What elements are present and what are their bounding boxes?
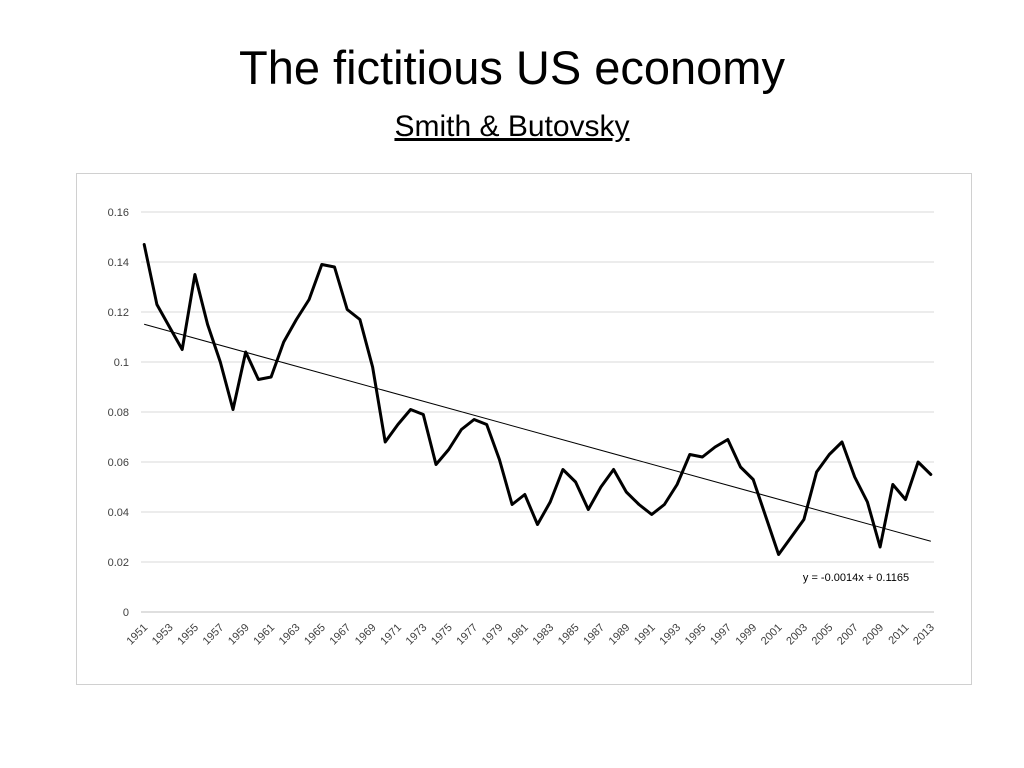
x-tick-label: 2003 — [784, 622, 810, 648]
x-tick-label: 1965 — [302, 622, 328, 648]
x-tick-label: 2001 — [759, 622, 785, 648]
y-tick-label: 0 — [123, 607, 129, 619]
x-tick-label: 1971 — [378, 622, 404, 648]
x-tick-label: 1985 — [556, 622, 582, 648]
x-axis-tick-labels: 1951 1953 1955 1957 1959 1961 1963 1965 1967 1969… — [124, 622, 936, 648]
x-tick-label: 1975 — [429, 622, 455, 648]
x-tick-label: 1987 — [581, 622, 607, 648]
x-tick-label: 1967 — [328, 622, 354, 648]
series-line — [142, 243, 933, 556]
x-tick-label: 1969 — [353, 622, 379, 648]
x-tick-label: 1955 — [175, 622, 201, 648]
y-tick-label: 0.1 — [114, 357, 129, 369]
x-tick-label: 1963 — [277, 622, 303, 648]
x-tick-label: 1953 — [150, 622, 176, 648]
trendline — [144, 323, 931, 542]
x-tick-label: 1983 — [531, 622, 557, 648]
y-tick-label: 0.02 — [108, 557, 129, 569]
x-tick-label: 1995 — [683, 622, 709, 648]
y-tick-label: 0.16 — [108, 207, 129, 219]
y-tick-label: 0.06 — [108, 457, 129, 469]
x-tick-label: 1989 — [607, 622, 633, 648]
x-tick-label: 1973 — [404, 622, 430, 648]
x-tick-label: 2005 — [810, 622, 836, 648]
y-axis-tick-labels: 0 0.02 0.04 0.06 0.08 0.1 0.12 0.14 0.16 — [108, 207, 129, 619]
x-tick-label: 1993 — [657, 622, 683, 648]
y-tick-label: 0.04 — [108, 507, 129, 519]
grid-lines — [141, 211, 934, 613]
x-tick-label: 1957 — [201, 622, 227, 648]
y-tick-label: 0.14 — [108, 257, 129, 269]
x-tick-label: 2011 — [886, 622, 911, 647]
y-tick-label: 0.12 — [108, 307, 129, 319]
x-tick-label: 1981 — [505, 622, 531, 648]
y-tick-label: 0.08 — [108, 407, 129, 419]
trendline-line — [144, 323, 931, 542]
x-tick-label: 1999 — [734, 622, 760, 648]
slide-subtitle: Smith & Butovsky — [394, 110, 630, 143]
data-series — [142, 243, 933, 556]
x-tick-label: 1977 — [454, 622, 480, 648]
x-tick-label: 2007 — [835, 622, 861, 648]
x-tick-label: 1951 — [124, 622, 150, 648]
x-tick-label: 1979 — [480, 622, 506, 648]
x-tick-label: 1959 — [226, 622, 252, 648]
x-tick-label: 1991 — [632, 622, 658, 648]
trendline-equation: y = -0.0014x + 0.1165 — [803, 572, 909, 584]
x-tick-label: 2013 — [911, 622, 937, 648]
x-tick-label: 1961 — [251, 622, 277, 648]
slide-title: The fictitious US economy — [239, 41, 785, 94]
x-tick-label: 2009 — [860, 622, 886, 648]
x-tick-label: 1997 — [708, 622, 734, 648]
